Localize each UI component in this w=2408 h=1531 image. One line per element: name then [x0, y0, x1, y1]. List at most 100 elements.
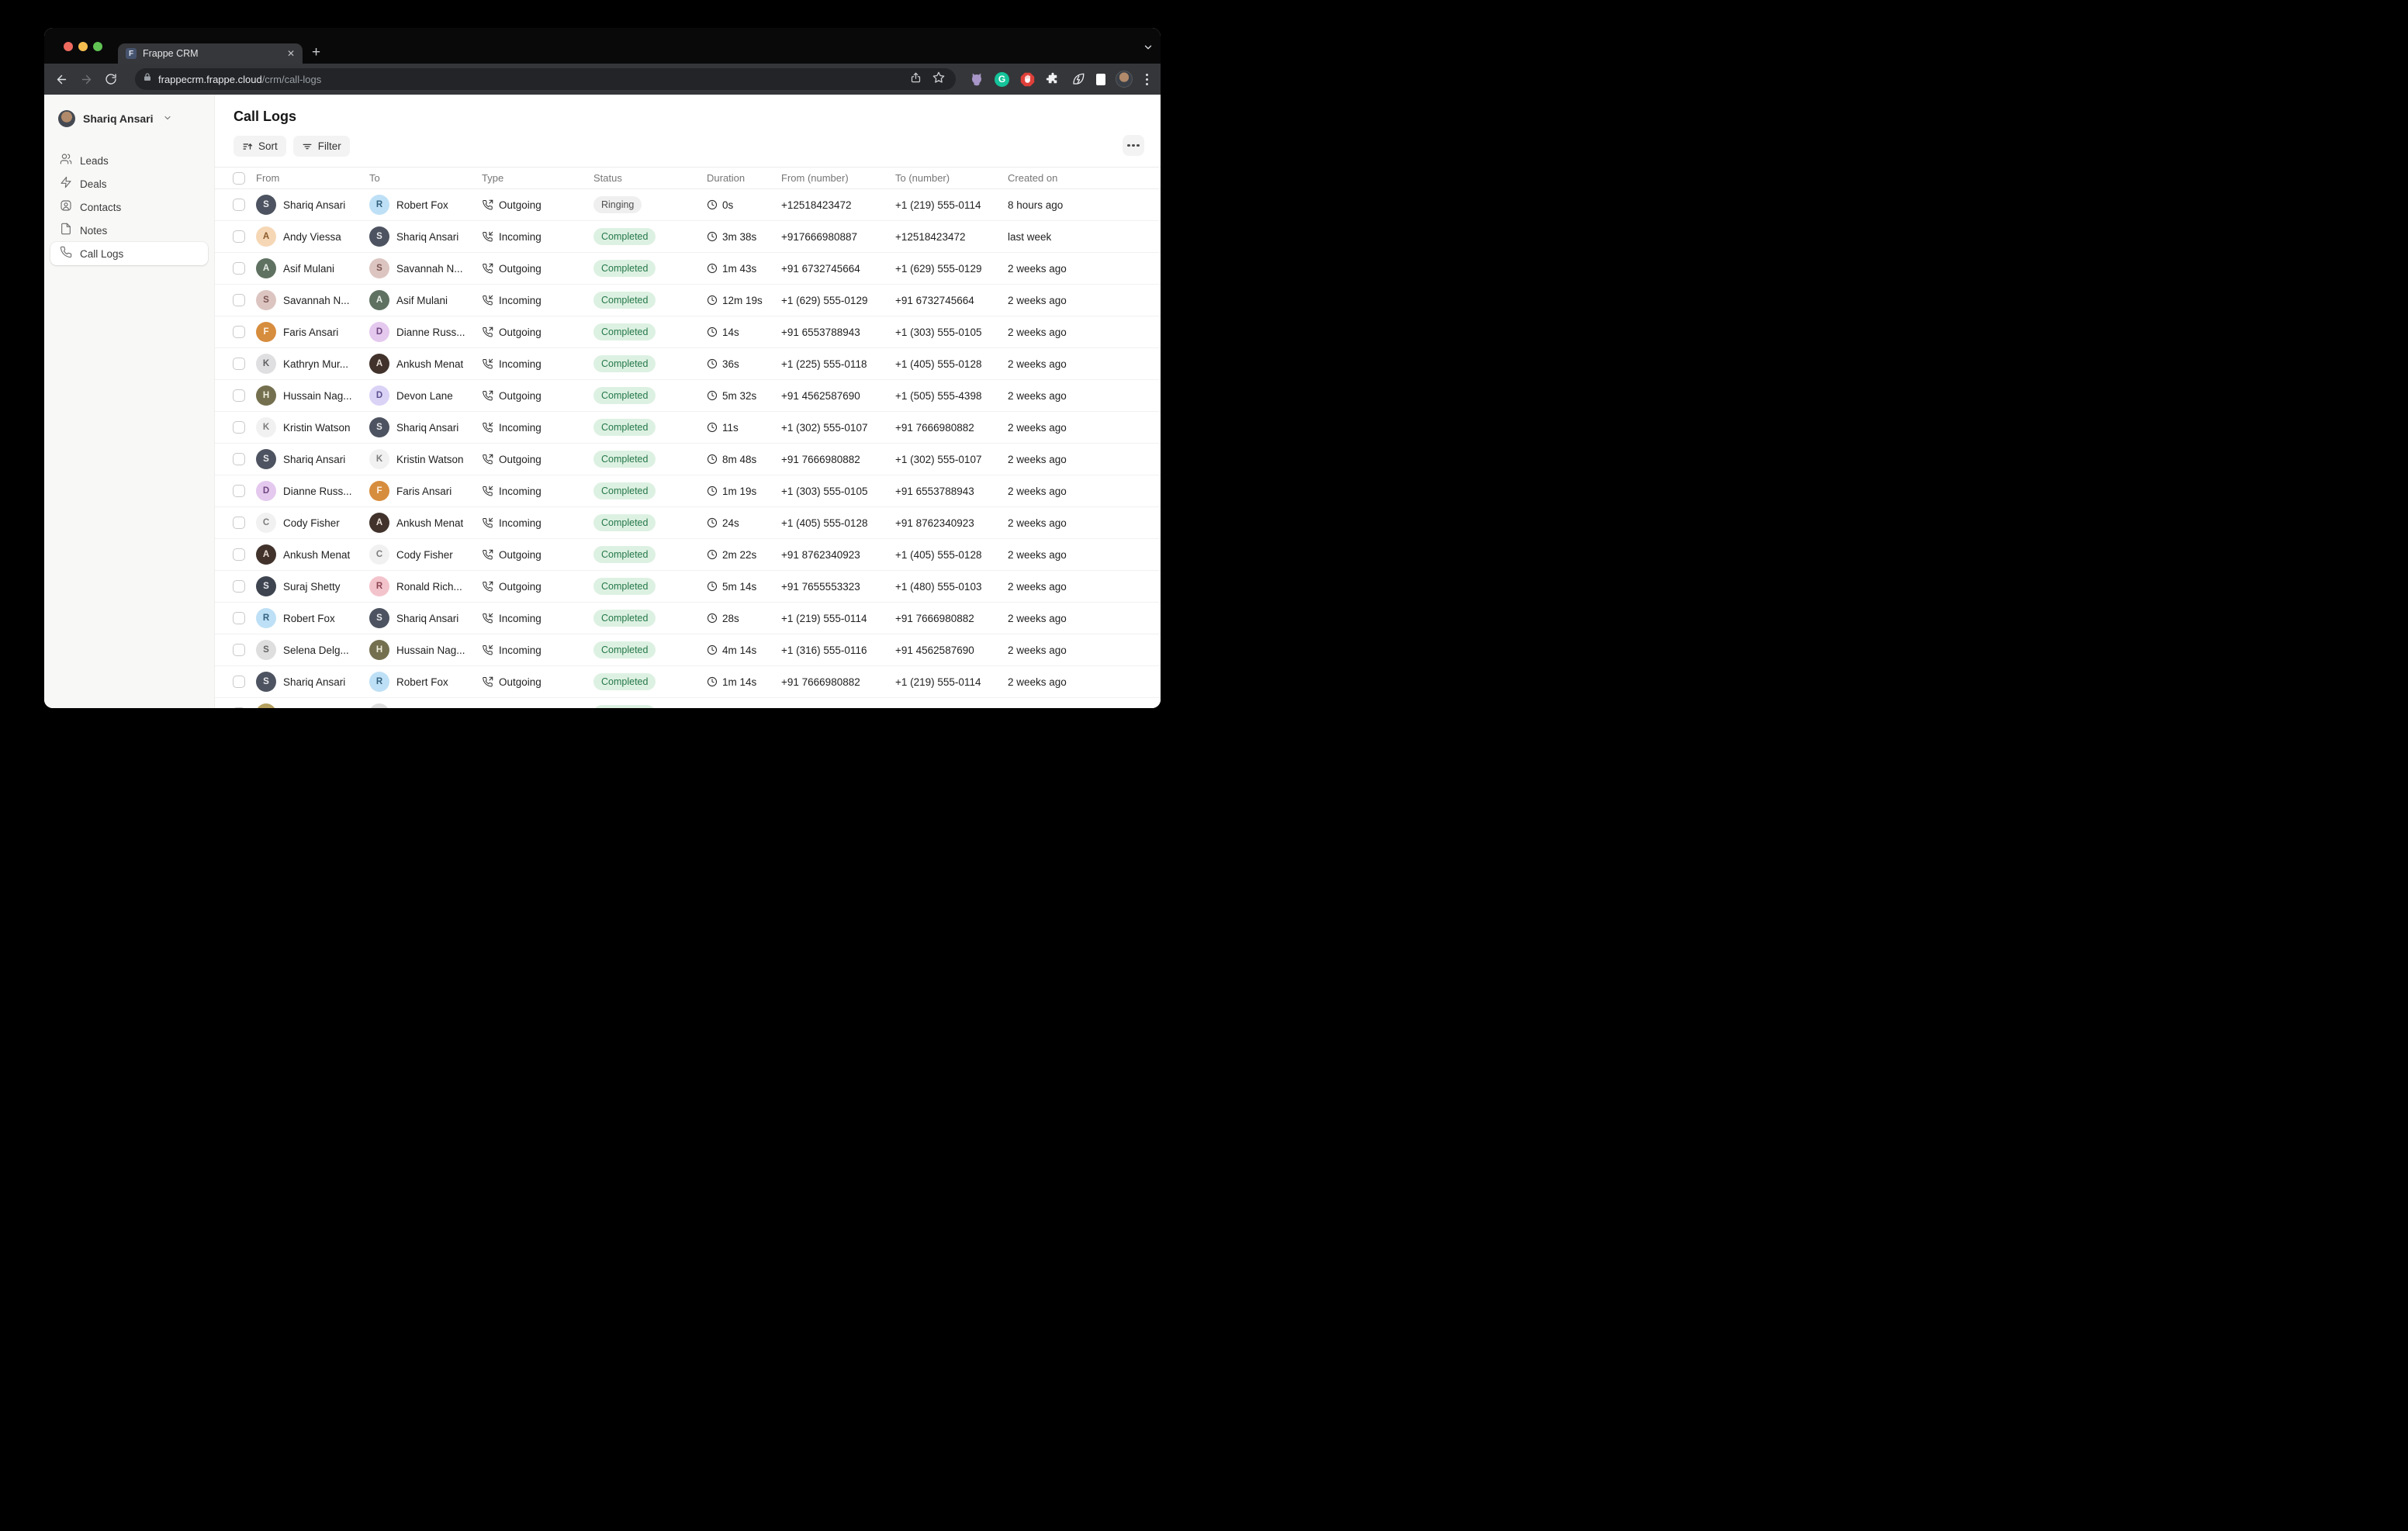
- from-avatar: S: [256, 449, 276, 469]
- forward-icon[interactable]: [74, 67, 99, 92]
- zoom-window-button[interactable]: [93, 42, 102, 51]
- row-checkbox[interactable]: [233, 230, 245, 243]
- back-icon[interactable]: [49, 67, 74, 92]
- row-checkbox[interactable]: [233, 294, 245, 306]
- table-row[interactable]: A Andy Viessa S Shariq Ansari Incoming C…: [215, 221, 1161, 253]
- sidebar-item-notes[interactable]: Notes: [50, 219, 208, 242]
- row-checkbox[interactable]: [233, 453, 245, 465]
- table-row[interactable]: C Cody Fisher A Ankush Menat Incoming Co…: [215, 507, 1161, 539]
- row-checkbox[interactable]: [233, 517, 245, 529]
- table-row[interactable]: S Shariq Ansari K Kristin Watson Outgoin…: [215, 444, 1161, 475]
- duration-cell: 11s: [707, 422, 781, 434]
- table-row[interactable]: A Asif Mulani S Savannah N... Outgoing C…: [215, 253, 1161, 285]
- sidebar-item-contacts[interactable]: Contacts: [50, 195, 208, 219]
- phone-incoming-icon: [483, 613, 493, 623]
- column-header-to-number[interactable]: To (number): [895, 172, 950, 184]
- to-avatar: R: [369, 576, 389, 596]
- overflow-menu-icon[interactable]: [1143, 73, 1151, 85]
- to-name: Hussain Nag...: [396, 644, 465, 656]
- column-header-created-on[interactable]: Created on: [1008, 172, 1058, 184]
- to-number: +12518423472: [895, 230, 966, 243]
- table-row[interactable]: S Shariq Ansari R Robert Fox Outgoing Ri…: [215, 189, 1161, 221]
- table-row[interactable]: R Robert Fox S Shariq Ansari Incoming Co…: [215, 603, 1161, 634]
- row-checkbox[interactable]: [233, 262, 245, 275]
- row-checkbox[interactable]: [233, 612, 245, 624]
- phone-outgoing-icon: [483, 327, 493, 337]
- clock-icon: [707, 295, 718, 306]
- sort-button[interactable]: Sort: [234, 136, 286, 157]
- octocat-extension-icon[interactable]: [969, 71, 984, 87]
- reading-list-icon[interactable]: [1096, 73, 1105, 85]
- status-badge: Completed: [593, 228, 656, 245]
- table-row[interactable]: S Selena Delg... H Hussain Nag... Incomi…: [215, 634, 1161, 666]
- column-header-from-number[interactable]: From (number): [781, 172, 849, 184]
- table-row[interactable]: A Ankush Menat C Cody Fisher Outgoing Co…: [215, 539, 1161, 571]
- created-on: 2 weeks ago: [1008, 389, 1067, 402]
- row-checkbox[interactable]: [233, 548, 245, 561]
- profile-avatar[interactable]: [1116, 71, 1133, 88]
- browser-tab[interactable]: F Frappe CRM ✕: [118, 43, 303, 64]
- close-window-button[interactable]: [64, 42, 73, 51]
- call-type-label: Outgoing: [499, 389, 541, 402]
- new-tab-button[interactable]: +: [312, 44, 321, 60]
- share-icon[interactable]: [910, 71, 922, 88]
- row-checkbox[interactable]: [233, 676, 245, 688]
- from-number: +91 6553788943: [781, 326, 860, 338]
- row-checkbox[interactable]: [233, 389, 245, 402]
- more-options-button[interactable]: [1123, 135, 1144, 156]
- status-badge: Ringing: [593, 196, 642, 213]
- tab-search-chevron-icon[interactable]: [1143, 42, 1154, 57]
- reload-icon[interactable]: [99, 67, 123, 92]
- puzzle-extensions-icon[interactable]: [1045, 71, 1060, 87]
- row-checkbox[interactable]: [233, 644, 245, 656]
- minimize-window-button[interactable]: [78, 42, 88, 51]
- table-row[interactable]: K Kristin Watson S Shariq Ansari Incomin…: [215, 412, 1161, 444]
- row-checkbox[interactable]: [233, 580, 245, 593]
- from-name: Shariq Ansari: [283, 676, 346, 688]
- phone-outgoing-icon: [483, 390, 493, 400]
- column-header-from[interactable]: From: [256, 172, 280, 184]
- row-checkbox[interactable]: [233, 485, 245, 497]
- table-row[interactable]: F Faris Ansari D Dianne Russ... Outgoing…: [215, 316, 1161, 348]
- row-checkbox[interactable]: [233, 707, 245, 708]
- row-checkbox[interactable]: [233, 199, 245, 211]
- table-row[interactable]: S Savannah N... A Asif Mulani Incoming C…: [215, 285, 1161, 316]
- url-bar[interactable]: frappecrm.frappe.cloud/crm/call-logs: [135, 68, 956, 90]
- table-row[interactable]: Completed: [215, 698, 1161, 708]
- from-person: C Cody Fisher: [256, 513, 369, 533]
- phone-outgoing-icon: [483, 676, 493, 686]
- sidebar-item-leads[interactable]: Leads: [50, 149, 208, 172]
- sidebar-item-deals[interactable]: Deals: [50, 172, 208, 195]
- sidebar-item-call-logs[interactable]: Call Logs: [50, 242, 208, 265]
- filter-button[interactable]: Filter: [292, 136, 350, 157]
- tab-close-icon[interactable]: ✕: [286, 48, 295, 59]
- row-checkbox[interactable]: [233, 421, 245, 434]
- grammarly-extension-icon[interactable]: G: [995, 71, 1009, 87]
- to-avatar: F: [369, 481, 389, 501]
- to-person: D Devon Lane: [369, 385, 482, 406]
- adblock-extension-icon[interactable]: [1019, 71, 1035, 87]
- column-header-status[interactable]: Status: [593, 172, 622, 184]
- sidebar-item-label: Contacts: [80, 201, 122, 213]
- to-person: K Kristin Watson: [369, 449, 482, 469]
- user-menu[interactable]: Shariq Ansari: [44, 109, 214, 129]
- row-checkbox[interactable]: [233, 358, 245, 370]
- notes-file-icon: [60, 223, 72, 239]
- table-row[interactable]: H Hussain Nag... D Devon Lane Outgoing C…: [215, 380, 1161, 412]
- column-header-type[interactable]: Type: [482, 172, 504, 184]
- select-all-checkbox[interactable]: [233, 171, 245, 185]
- row-checkbox[interactable]: [233, 326, 245, 338]
- duration-cell: 36s: [707, 358, 781, 370]
- column-header-duration[interactable]: Duration: [707, 172, 746, 184]
- table-row[interactable]: K Kathryn Mur... A Ankush Menat Incoming…: [215, 348, 1161, 380]
- bookmark-star-icon[interactable]: [932, 71, 945, 88]
- to-person: A Ankush Menat: [369, 513, 482, 533]
- column-header-to[interactable]: To: [369, 172, 380, 184]
- table-row[interactable]: S Shariq Ansari R Robert Fox Outgoing Co…: [215, 666, 1161, 698]
- table-row[interactable]: S Suraj Shetty R Ronald Rich... Outgoing…: [215, 571, 1161, 603]
- to-avatar: R: [369, 195, 389, 215]
- from-name: Asif Mulani: [283, 262, 335, 275]
- table-row[interactable]: D Dianne Russ... F Faris Ansari Incoming…: [215, 475, 1161, 507]
- duration-cell: 1m 43s: [707, 263, 781, 275]
- leaf-extension-icon[interactable]: [1071, 71, 1086, 87]
